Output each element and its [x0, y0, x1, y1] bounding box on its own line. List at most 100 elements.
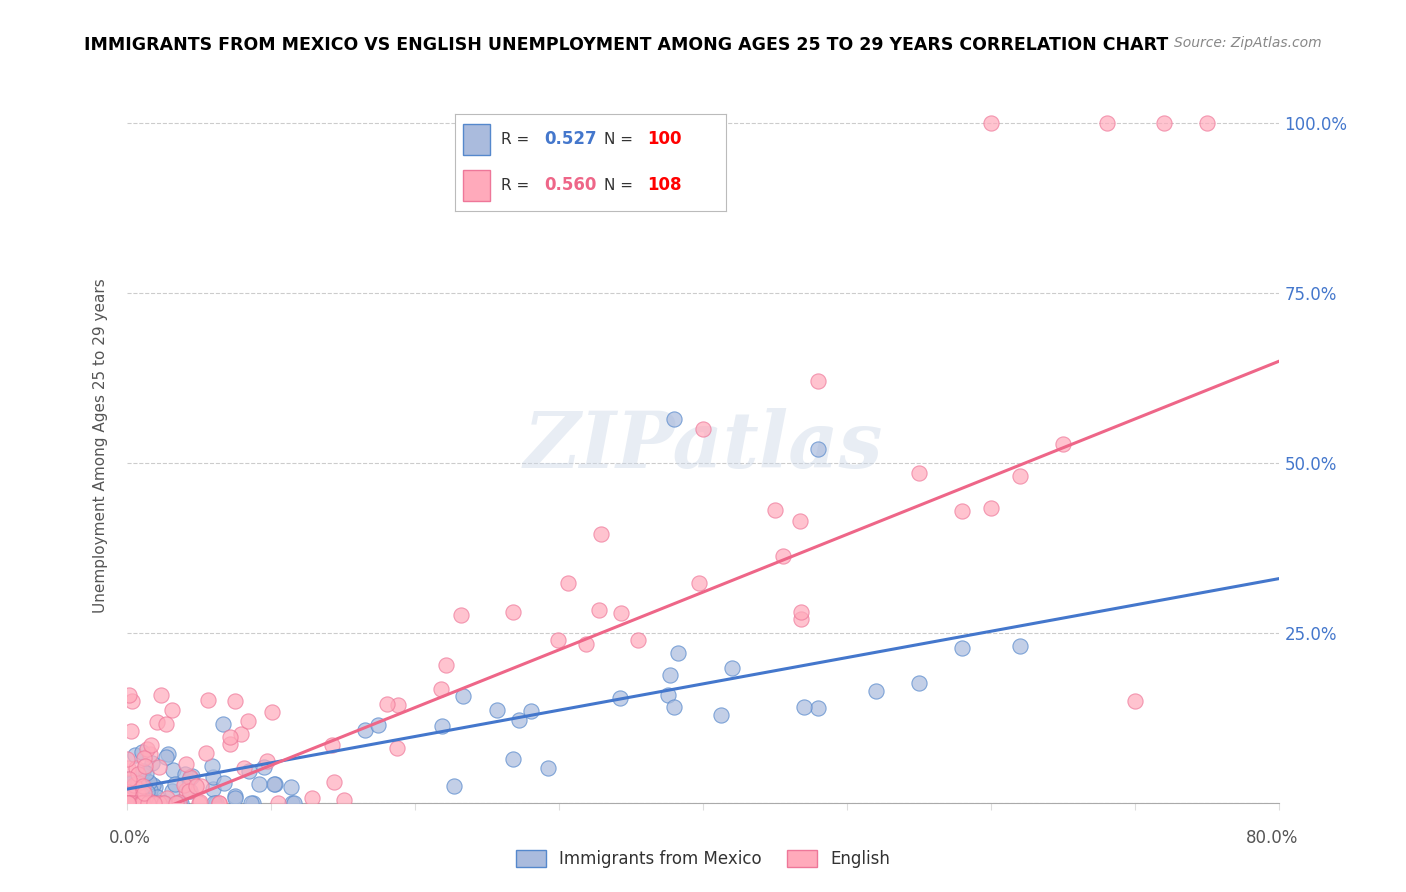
Point: [375, 697, 398, 711]
Point: [322, 774, 344, 789]
Point: [120, 796, 142, 810]
Point: [1153, 116, 1175, 130]
Point: [609, 691, 631, 706]
Point: [138, 788, 160, 802]
Point: [142, 796, 165, 810]
Point: [626, 633, 648, 648]
Point: [135, 742, 157, 756]
Point: [132, 764, 155, 779]
Point: [127, 796, 149, 810]
Point: [136, 793, 159, 807]
Point: [146, 789, 169, 804]
Point: [201, 770, 224, 784]
Point: [149, 796, 172, 810]
Point: [143, 796, 166, 810]
Point: [793, 700, 815, 714]
Point: [485, 703, 508, 717]
Point: [156, 791, 179, 805]
Point: [139, 796, 162, 810]
Point: [387, 740, 409, 755]
Point: [139, 738, 162, 752]
Point: [160, 704, 183, 718]
Point: [132, 778, 155, 792]
Point: [253, 760, 276, 774]
Point: [124, 761, 146, 775]
Point: [242, 796, 264, 810]
Point: [576, 150, 599, 164]
Point: [202, 796, 225, 810]
Point: [387, 698, 409, 713]
Point: [120, 723, 142, 738]
Point: [165, 796, 187, 810]
Point: [129, 796, 152, 810]
Point: [143, 780, 166, 795]
Point: [194, 746, 217, 760]
Point: [155, 717, 177, 731]
Point: [450, 607, 472, 622]
Point: [658, 668, 681, 682]
Point: [451, 689, 474, 703]
Point: [688, 576, 710, 591]
Point: [135, 794, 157, 808]
Point: [135, 784, 157, 798]
Point: [173, 778, 195, 792]
Point: [588, 603, 610, 617]
Point: [122, 796, 145, 810]
Point: [124, 747, 146, 762]
Point: [131, 796, 153, 810]
Point: [117, 762, 139, 776]
Point: [434, 658, 457, 673]
Point: [179, 784, 201, 798]
Point: [980, 116, 1002, 130]
Point: [557, 576, 579, 591]
Point: [121, 796, 143, 810]
Point: [790, 605, 813, 619]
Text: 0.0%: 0.0%: [108, 829, 150, 847]
Point: [807, 375, 830, 389]
Point: [432, 718, 454, 732]
Point: [141, 796, 163, 810]
Point: [127, 788, 149, 802]
Point: [218, 730, 240, 744]
Point: [167, 796, 190, 810]
Point: [125, 796, 148, 810]
Point: [135, 796, 157, 810]
Point: [127, 796, 149, 810]
Point: [591, 526, 613, 541]
Point: [266, 796, 288, 810]
Point: [1052, 437, 1074, 451]
Point: [121, 780, 143, 794]
Point: [131, 746, 153, 760]
Point: [152, 796, 174, 810]
Point: [129, 789, 152, 803]
Point: [118, 688, 141, 702]
Point: [547, 633, 569, 648]
Point: [118, 796, 141, 810]
Point: [148, 796, 170, 810]
Text: 80.0%: 80.0%: [1246, 829, 1299, 847]
Point: [117, 772, 139, 786]
Point: [657, 688, 679, 702]
Point: [1095, 116, 1118, 130]
Point: [710, 708, 733, 723]
Point: [125, 796, 148, 810]
Point: [197, 693, 219, 707]
Point: [117, 796, 139, 810]
Point: [148, 760, 170, 774]
Point: [150, 796, 173, 810]
Point: [129, 796, 152, 810]
Point: [789, 514, 811, 528]
Point: [120, 787, 142, 801]
Point: [575, 637, 598, 651]
Point: [118, 777, 141, 791]
Point: [132, 796, 155, 810]
Point: [179, 770, 201, 784]
Point: [664, 700, 686, 714]
Point: [502, 605, 524, 619]
Point: [138, 796, 160, 810]
Point: [170, 796, 193, 810]
Point: [807, 701, 830, 715]
Point: [132, 786, 155, 800]
Point: [610, 606, 633, 620]
Point: [184, 780, 207, 794]
